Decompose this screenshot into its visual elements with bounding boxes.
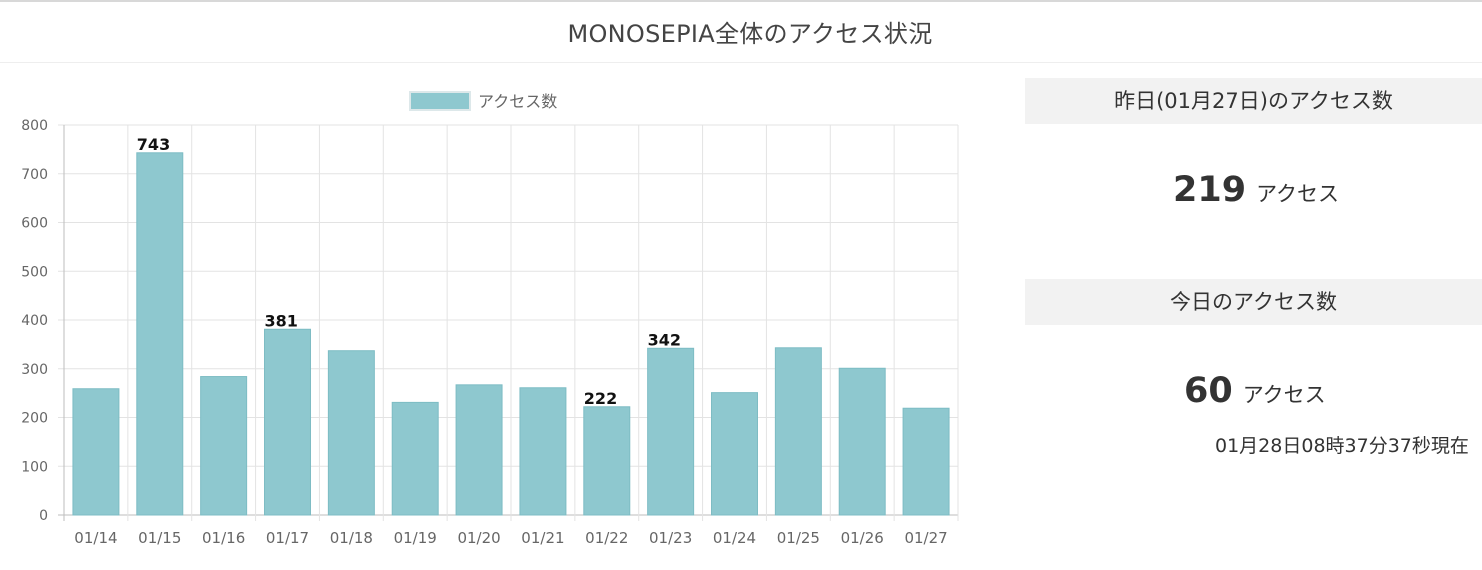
today-unit: アクセス xyxy=(1242,383,1326,407)
bar-01/15 xyxy=(136,152,184,516)
y-tick-label: 800 xyxy=(21,118,48,134)
bar-01/20 xyxy=(455,384,503,516)
yesterday-count: 219 xyxy=(1173,170,1247,210)
bar-01/16 xyxy=(200,376,248,516)
bar-01/27 xyxy=(902,407,950,516)
x-tick-label: 01/27 xyxy=(904,529,947,547)
today-count: 60 xyxy=(1184,371,1233,411)
bar-01/18 xyxy=(327,350,375,516)
yesterday-unit: アクセス xyxy=(1256,182,1340,206)
bar-01/24 xyxy=(711,392,758,516)
y-tick-label: 200 xyxy=(21,411,48,427)
y-tick-label: 600 xyxy=(21,216,48,232)
bar-01/21 xyxy=(519,387,567,516)
today-heading: 今日のアクセス数 xyxy=(1025,279,1482,325)
x-tick-label: 01/15 xyxy=(138,529,181,547)
today-count-row: 60 アクセス xyxy=(1184,371,1326,411)
x-tick-label: 01/20 xyxy=(457,529,500,547)
x-tick-label: 01/19 xyxy=(394,529,437,547)
y-tick-label: 500 xyxy=(21,264,48,280)
yesterday-heading: 昨日(01月27日)のアクセス数 xyxy=(1025,78,1482,124)
y-tick-label: 100 xyxy=(21,459,48,475)
data-label: 222 xyxy=(584,389,617,408)
y-tick-label: 300 xyxy=(21,362,48,378)
y-tick-label: 400 xyxy=(21,313,48,329)
bar-01/25 xyxy=(774,347,822,516)
bar-01/26 xyxy=(838,367,886,516)
legend-swatch xyxy=(409,91,471,111)
x-tick-label: 01/18 xyxy=(330,529,373,547)
x-tick-label: 01/26 xyxy=(841,529,884,547)
access-bar-chart: 0 100 200 300 400 500 600 700 800 01/14 01/15 01/16… xyxy=(21,91,959,547)
page-title: MONOSEPIA全体のアクセス状況 xyxy=(567,20,933,48)
data-label: 342 xyxy=(648,330,681,349)
x-tick-label: 01/22 xyxy=(585,529,628,547)
bar-01/19 xyxy=(391,401,439,516)
y-tick-label: 700 xyxy=(21,167,48,183)
bar-01/14 xyxy=(72,388,120,516)
bar-01/17 xyxy=(264,328,311,516)
yesterday-count-row: 219 アクセス xyxy=(1173,170,1339,210)
x-tick-label: 01/23 xyxy=(649,529,692,547)
title-divider xyxy=(0,62,1482,63)
legend-label: アクセス数 xyxy=(478,92,557,111)
x-tick-label: 01/14 xyxy=(74,529,117,547)
x-tick-label: 01/24 xyxy=(713,529,756,547)
today-timestamp: 01月28日08時37分37秒現在 xyxy=(1215,435,1469,457)
top-border xyxy=(0,0,1482,2)
data-label: 381 xyxy=(265,311,298,330)
x-tick-label: 01/25 xyxy=(777,529,820,547)
y-tick-label: 0 xyxy=(39,508,48,524)
data-label: 743 xyxy=(137,135,170,154)
x-tick-label: 01/16 xyxy=(202,529,245,547)
bar-01/22 xyxy=(583,406,631,516)
bar-01/23 xyxy=(647,347,695,516)
x-tick-label: 01/17 xyxy=(266,529,309,547)
x-tick-label: 01/21 xyxy=(521,529,564,547)
